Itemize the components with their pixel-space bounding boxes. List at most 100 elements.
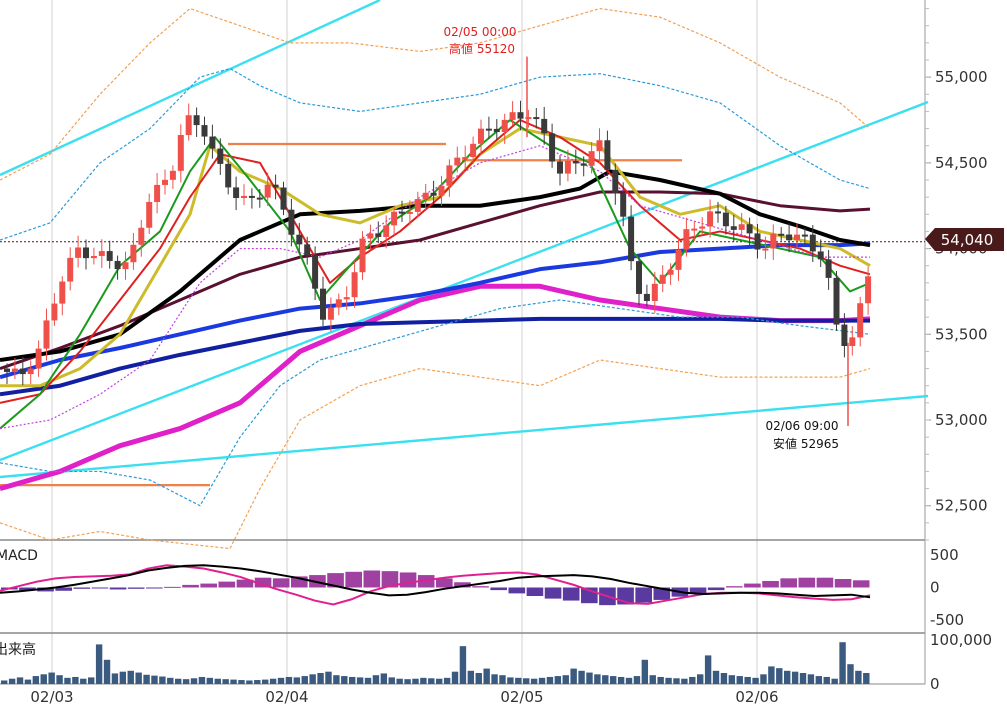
candle-body bbox=[399, 211, 405, 214]
candle-body bbox=[809, 234, 816, 252]
price-tick-label: 53,500 bbox=[935, 325, 988, 343]
volume-bar bbox=[230, 679, 237, 684]
candle-body bbox=[367, 233, 374, 239]
price-tick-label: 55,000 bbox=[935, 68, 988, 86]
macd-histogram-bar bbox=[381, 571, 399, 588]
macd-histogram-bar bbox=[327, 573, 344, 588]
volume-bar bbox=[88, 677, 95, 684]
volume-bar bbox=[847, 664, 854, 684]
candle-body bbox=[738, 224, 745, 230]
high-annotation-time: 02/05 00:00 bbox=[444, 25, 517, 39]
volume-bar bbox=[214, 678, 221, 684]
volume-bar bbox=[333, 675, 340, 684]
volume-bar bbox=[175, 678, 182, 684]
low-annotation-value: 安値 52965 bbox=[773, 436, 839, 451]
candle-body bbox=[256, 197, 263, 200]
macd-histogram-bar bbox=[689, 587, 707, 594]
volume-bar bbox=[56, 675, 63, 684]
volume-bar bbox=[135, 672, 142, 684]
current-price-label: 54,040 bbox=[941, 231, 994, 249]
volume-bar bbox=[799, 673, 807, 684]
volume-bar bbox=[1, 680, 8, 684]
candle-body bbox=[509, 112, 516, 120]
candle-body bbox=[849, 337, 856, 346]
volume-bar bbox=[222, 679, 229, 684]
candle-body bbox=[27, 368, 34, 375]
macd-histogram-bar bbox=[472, 586, 489, 588]
x-tick-label: 02/05 bbox=[500, 688, 543, 706]
volume-bar bbox=[776, 668, 783, 684]
axes: 02/0302/0402/0502/0655,00054,50054,00053… bbox=[30, 8, 988, 706]
volume-bar bbox=[24, 679, 32, 684]
macd-indicator: 500 0 -500 bbox=[0, 546, 964, 629]
candle-body bbox=[288, 209, 295, 235]
macd-histogram-bar bbox=[236, 579, 254, 588]
volume-bar bbox=[475, 673, 482, 684]
volume-indicator: 100,000 0 bbox=[1, 631, 992, 693]
price-tag-shape bbox=[925, 228, 1004, 251]
macd-histogram-bar bbox=[635, 587, 652, 603]
macd-histogram-bar bbox=[127, 587, 145, 589]
volume-bar bbox=[578, 670, 585, 684]
ma-black bbox=[0, 169, 871, 362]
macd-histogram-bar bbox=[707, 587, 725, 591]
macd-histogram-bar bbox=[200, 583, 217, 588]
candle-body bbox=[857, 303, 864, 338]
macd-histogram-bar bbox=[399, 572, 417, 588]
candle-body bbox=[501, 119, 508, 133]
macd-histogram-bar bbox=[653, 587, 671, 600]
volume-bar bbox=[269, 678, 277, 684]
volume-bar bbox=[285, 676, 293, 684]
volume-bar bbox=[641, 659, 649, 684]
candle-body bbox=[193, 115, 200, 126]
x-tick-label: 02/03 bbox=[30, 688, 73, 706]
volume-bar bbox=[784, 670, 791, 684]
volume-bar bbox=[356, 677, 364, 684]
macd-histogram-bar bbox=[544, 587, 562, 599]
macd-histogram-bar bbox=[164, 586, 181, 588]
candle-body bbox=[746, 224, 753, 234]
volume-bar bbox=[823, 676, 830, 684]
volume-bar bbox=[633, 676, 641, 684]
ma-blue bbox=[0, 241, 871, 380]
volume-bar bbox=[807, 674, 815, 684]
volume-bar bbox=[16, 677, 24, 684]
macd-histogram-bar bbox=[417, 575, 435, 588]
volume-bar bbox=[388, 677, 395, 684]
volume-bar bbox=[317, 673, 324, 684]
macd-histogram-bar bbox=[73, 587, 91, 589]
candle-body bbox=[667, 269, 674, 275]
volume-bar bbox=[364, 677, 372, 684]
volume-bar bbox=[617, 676, 625, 684]
volume-bar bbox=[467, 670, 475, 684]
volume-bar bbox=[443, 677, 451, 684]
candle-body bbox=[11, 368, 18, 372]
bollinger-outer-upper bbox=[0, 7, 871, 181]
macd-histogram-bar bbox=[436, 578, 453, 588]
candle-body bbox=[130, 244, 137, 263]
volume-tick-label: 100,000 bbox=[930, 631, 992, 649]
candle-body bbox=[304, 244, 311, 256]
volume-bar bbox=[744, 676, 751, 684]
volume-bar bbox=[40, 674, 47, 684]
candle-body bbox=[533, 117, 540, 120]
volume-bar bbox=[570, 668, 577, 684]
candle-body bbox=[414, 199, 421, 212]
volume-bar bbox=[523, 678, 530, 684]
candle-body bbox=[201, 125, 208, 137]
candle-body bbox=[541, 118, 548, 134]
candle-body bbox=[335, 299, 342, 308]
candle-body bbox=[35, 348, 42, 369]
macd-histogram-bar bbox=[55, 587, 72, 591]
volume-bar bbox=[198, 676, 206, 684]
candle-body bbox=[659, 274, 666, 284]
candle-body bbox=[833, 277, 840, 325]
candle-body bbox=[825, 259, 832, 278]
candle-body bbox=[383, 225, 390, 237]
volume-bar bbox=[246, 680, 253, 684]
candle-body bbox=[707, 211, 714, 227]
ma-navy bbox=[0, 316, 870, 397]
macd-tick-label: 500 bbox=[930, 546, 959, 564]
price-panel bbox=[0, 0, 925, 540]
trend-line bbox=[0, 0, 381, 177]
